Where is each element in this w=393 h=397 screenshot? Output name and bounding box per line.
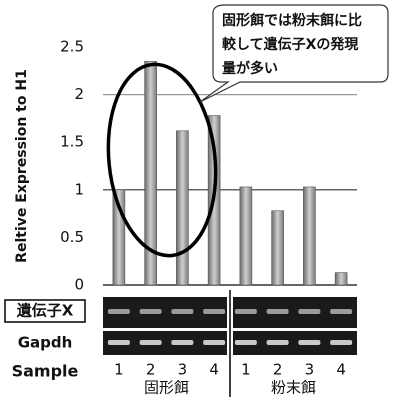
gel-band [298,309,320,314]
y-tick-label: 2 [74,85,84,103]
gel-band [108,340,130,345]
gel-band [235,340,257,345]
callout-text: 固形餌では粉末餌に比 [222,12,362,29]
gel-band [298,340,320,345]
bar [240,187,252,285]
x-tick-label: 2 [273,361,283,379]
bar [335,273,347,285]
bar [272,211,284,285]
gel-band [203,309,225,314]
y-tick-label: 0 [74,276,84,294]
y-axis-label: Reltive Expression to H1 [14,69,30,263]
x-tick-label: 3 [305,361,315,379]
sample-label: Sample [12,362,79,381]
callout-text: 量が多い [222,60,278,77]
gel-band [267,309,289,314]
gel-row-label: 遺伝子X [16,302,74,320]
gel-band [235,309,257,314]
group-label: 粉末餌 [271,379,316,397]
gel-band [267,340,289,345]
x-tick-label: 4 [209,361,219,379]
x-tick-label: 3 [178,361,188,379]
y-tick-label: 1 [74,180,84,198]
callout-text: 較して遺伝子Xの発現 [222,36,358,53]
gel-band [330,340,352,345]
gel-band [171,309,193,314]
gel-band [330,309,352,314]
gel-band [140,340,162,345]
gel-band [140,309,162,314]
bar [303,187,315,285]
gel-band [203,340,225,345]
gel-row-label: Gapdh [18,334,73,352]
group-label: 固形餌 [144,379,189,397]
y-tick-label: 1.5 [60,133,84,151]
gel-band [171,340,193,345]
x-tick-label: 2 [146,361,156,379]
gel-band [108,309,130,314]
x-tick-label: 1 [114,361,124,379]
y-tick-label: 2.5 [60,38,84,56]
x-tick-label: 4 [336,361,346,379]
bar [176,131,188,285]
x-tick-label: 1 [241,361,251,379]
chart: Reltive Expression to H1 遺伝子X Gapdh Samp… [0,0,393,397]
y-tick-label: 0.5 [60,228,84,246]
